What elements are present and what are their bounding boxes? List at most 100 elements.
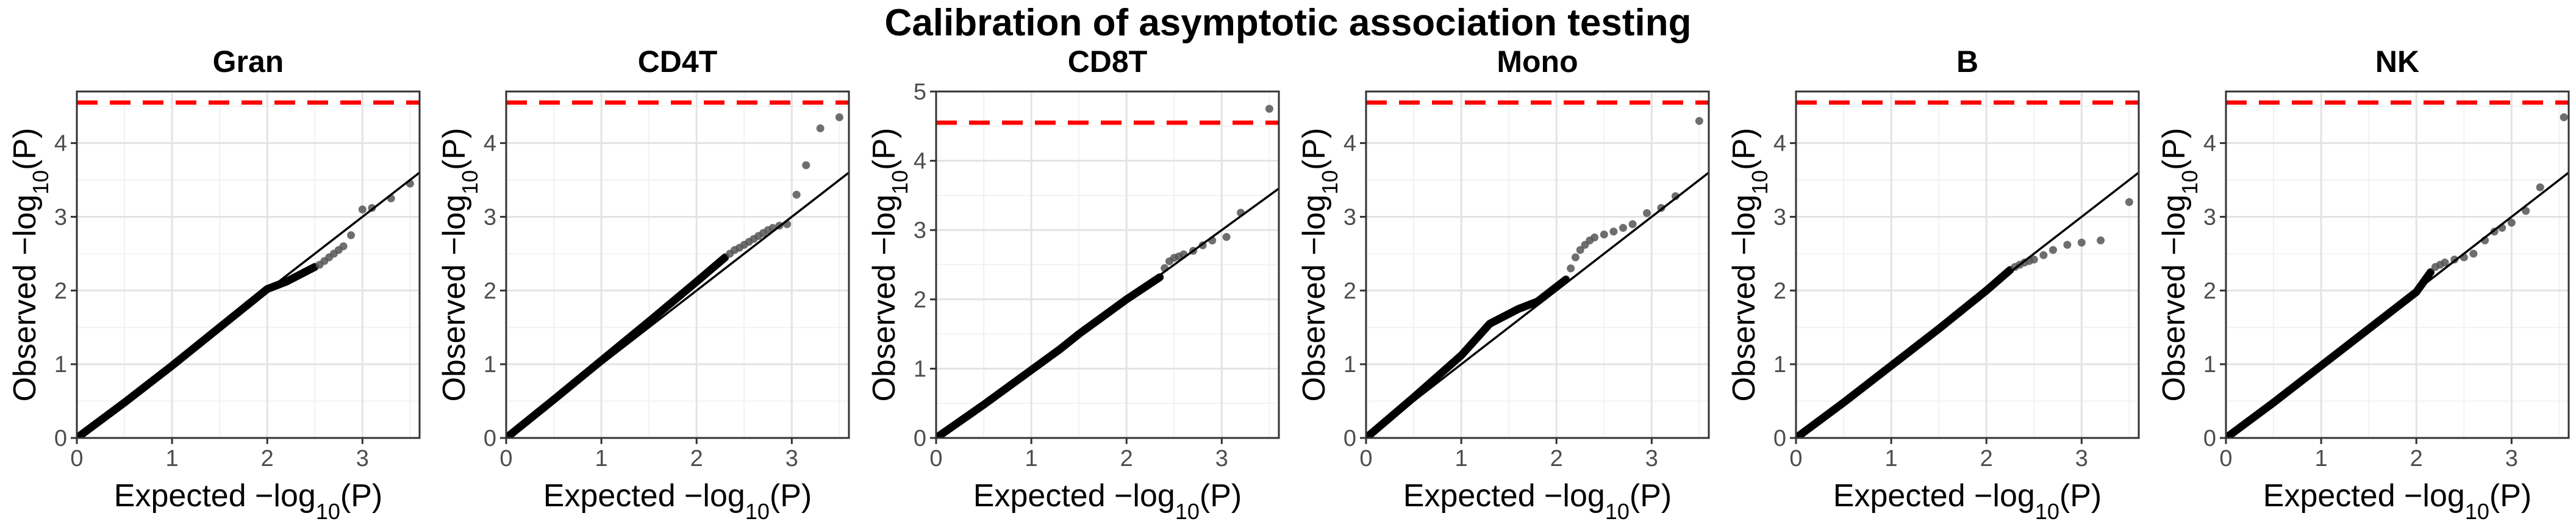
data-point: [2507, 218, 2516, 227]
y-tick-label: 1: [914, 356, 926, 382]
x-tick-label: 3: [356, 446, 369, 471]
y-tick-label: 1: [484, 352, 496, 378]
y-tick-label: 2: [2203, 278, 2216, 304]
y-axis-label: Observed −log10(P): [1297, 127, 1342, 401]
x-tick-label: 0: [1789, 446, 1802, 471]
y-tick-label: 3: [2203, 204, 2216, 230]
data-point: [1567, 264, 1575, 273]
panel-border: [1795, 90, 2140, 439]
data-point: [1600, 230, 1608, 238]
figure-title: Calibration of asymptotic association te…: [884, 2, 1692, 44]
y-tick-label: 2: [1343, 278, 1356, 304]
data-point: [792, 190, 801, 199]
data-point: [2063, 240, 2072, 249]
y-tick-label: 3: [1773, 204, 1786, 230]
y-tick-label: 3: [1343, 204, 1356, 230]
panel-border: [935, 90, 1280, 439]
y-tick-label: 0: [2203, 426, 2216, 451]
x-axis-label: Expected −log10(P): [973, 478, 1242, 524]
x-tick-label: 2: [1980, 446, 1993, 471]
y-tick-label: 3: [914, 218, 926, 243]
data-point: [2077, 238, 2086, 247]
data-point: [835, 113, 843, 121]
y-tick-label: 4: [1773, 131, 1786, 157]
data-point: [2049, 246, 2057, 254]
y-tick-label: 4: [2203, 131, 2216, 157]
y-axis-label: Observed −log10(P): [867, 127, 912, 401]
data-point: [358, 205, 367, 213]
reference-line: [2226, 171, 2569, 438]
y-tick-label: 2: [1773, 278, 1786, 304]
panel-mono: 0 1 2 3 0 1 2 3 4 Mono Expected −log10(P) Observed …: [1297, 45, 1710, 524]
data-point: [2097, 236, 2105, 245]
x-axis-label: Expected −log10(P): [2263, 478, 2531, 524]
y-tick-label: 4: [54, 131, 67, 157]
y-tick-label: 1: [2203, 352, 2216, 378]
y-tick-label: 2: [914, 287, 926, 313]
x-tick-label: 3: [1215, 446, 1228, 471]
x-tick-label: 1: [2315, 446, 2328, 471]
panel-cd8t: 0 1 2 3 0 1 2 3 4 5 CD8T Expected −log10(P) Observed…: [867, 45, 1280, 524]
data-layer: [1366, 100, 1709, 438]
data-point: [2536, 183, 2544, 192]
panel-border: [505, 90, 850, 439]
x-tick-label: 0: [70, 446, 83, 471]
panel-border: [1365, 90, 1710, 439]
y-tick-label: 2: [484, 278, 496, 304]
data-point: [1571, 253, 1580, 262]
y-tick-label: 0: [1343, 426, 1356, 451]
x-tick-label: 0: [499, 446, 512, 471]
panel-title: NK: [2375, 45, 2419, 79]
data-point: [1609, 228, 1618, 236]
x-axis-label: Expected −log10(P): [1833, 478, 2102, 524]
x-tick-label: 2: [1550, 446, 1563, 471]
x-tick-label: 1: [1885, 446, 1898, 471]
data-layer: [2226, 100, 2569, 438]
panel-cd4t: 0 1 2 3 0 1 2 3 4 CD4T Expected −log10(P) Observed …: [437, 45, 850, 524]
panel-gran: 0 1 2 3 0 1 2 3 4 Gran Expected −log10(P) Observed …: [7, 45, 421, 524]
y-tick-label: 0: [1773, 426, 1786, 451]
y-tick-label: 0: [484, 426, 496, 451]
x-tick-label: 3: [785, 446, 798, 471]
data-point: [1265, 104, 1273, 113]
data-point: [347, 231, 356, 240]
data-layer: [77, 100, 420, 438]
x-tick-label: 2: [690, 446, 703, 471]
reference-line: [77, 171, 420, 438]
panel-b: 0 1 2 3 0 1 2 3 4 B Expected −log10(P) Observed −lo…: [1726, 45, 2140, 524]
x-axis-label: Expected −log10(P): [1403, 478, 1672, 524]
data-point: [1643, 209, 1651, 217]
x-tick-label: 2: [2410, 446, 2423, 471]
y-tick-label: 2: [54, 278, 67, 304]
panel-title: Mono: [1497, 45, 1578, 79]
data-point: [2030, 256, 2038, 264]
panel-border: [76, 90, 421, 439]
data-point: [1156, 273, 1164, 281]
x-tick-label: 2: [261, 446, 274, 471]
x-axis-label: Expected −log10(P): [114, 478, 382, 524]
reference-line: [1796, 171, 2139, 438]
y-axis-label: Observed −log10(P): [2156, 127, 2202, 401]
y-tick-label: 1: [1773, 352, 1786, 378]
panel-title: Gran: [213, 45, 284, 79]
panel-nk: 0 1 2 3 0 1 2 3 4 NK Expected −log10(P) Observed −l…: [2156, 45, 2570, 524]
data-point: [2039, 251, 2048, 259]
panel-border: [2225, 90, 2570, 439]
data-point: [816, 124, 825, 132]
data-point: [2427, 268, 2435, 276]
y-tick-label: 1: [1343, 352, 1356, 378]
reference-line: [936, 187, 1279, 438]
data-point: [2522, 207, 2530, 215]
reference-line: [1366, 171, 1709, 438]
y-tick-label: 3: [484, 204, 496, 230]
x-tick-label: 3: [1645, 446, 1658, 471]
data-point: [2441, 258, 2449, 267]
x-axis-label: Expected −log10(P): [543, 478, 812, 524]
data-layer: [936, 104, 1279, 438]
data-point: [1628, 220, 1637, 229]
x-tick-label: 3: [2075, 446, 2088, 471]
data-point: [339, 242, 348, 251]
x-tick-label: 0: [929, 446, 942, 471]
x-tick-label: 0: [1359, 446, 1372, 471]
y-axis-label: Observed −log10(P): [437, 127, 482, 401]
